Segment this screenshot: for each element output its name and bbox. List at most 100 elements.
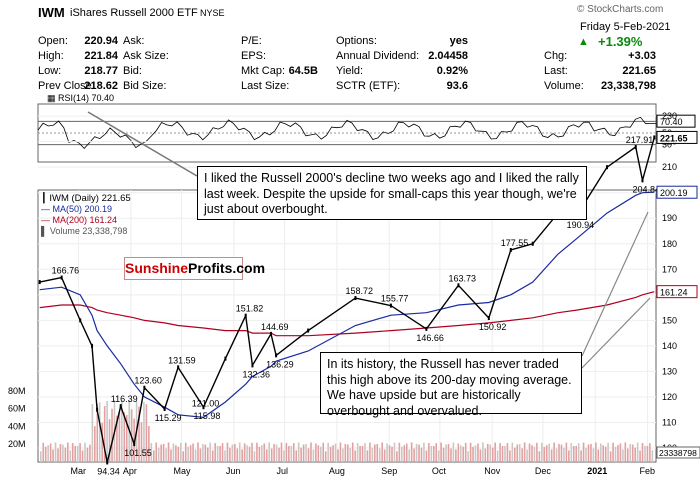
volume-bar [125,415,128,462]
volume-bar [251,442,253,462]
copyright-text: © StockCharts.com [577,4,664,15]
volume-bar [631,444,634,462]
volume-bar [344,443,347,462]
volume-bar [533,446,536,462]
change-percent: +1.39% [598,34,643,49]
volume-bar [432,445,435,462]
volume-bar [351,442,354,462]
volume-bar [469,442,472,462]
volume-bar [646,445,649,462]
volume-badge-box [656,446,700,459]
volume-bar [447,444,450,462]
volume-bar [111,408,113,462]
volume-bar [403,445,406,462]
volume-bar [457,443,460,462]
volume-bar [592,448,595,462]
price-point [307,328,310,333]
volume-bar [455,449,457,462]
stat-label: Bid Size: [123,80,167,92]
volume-bar [179,442,182,462]
logo-part-sunshine: Sunshine [125,260,189,276]
price-point [509,248,512,253]
price-point [425,326,428,331]
stat-value: 93.6 [446,80,468,92]
volume-bar [577,443,580,462]
volume-bar [388,445,391,462]
stat-value: yes [449,35,468,47]
stat-value: 218.62 [84,80,118,92]
volume-bar [472,446,474,462]
volume-bar [477,443,479,462]
volume-bar [435,443,438,462]
callout-top-pointer [87,111,198,177]
price-point [606,165,609,170]
volume-bar [152,450,155,462]
volume-bar [246,445,248,462]
price-point [487,316,490,321]
volume-bar [445,444,447,462]
volume-bar [415,443,418,462]
volume-bar [238,442,241,462]
last-badge-box [656,130,698,144]
volume-bar [74,445,76,462]
volume-bar [361,445,364,462]
ma200-badge-box [656,285,698,299]
price-annotation: 177.55 [501,238,529,248]
volume-bar [558,443,560,462]
volume-bar [148,425,150,462]
volume-bar [563,447,565,462]
volume-bar [369,442,371,462]
volume-bar [86,447,89,462]
volume-bar [511,442,514,462]
x-tick-label: Nov [484,466,501,476]
volume-bar [570,443,573,462]
volume-bar [150,443,153,462]
volume-bar [413,448,415,462]
ticker-symbol: IWM [38,5,65,20]
volume-bar [347,444,349,462]
callout-top: I liked the Russell 2000's decline two w… [197,166,587,220]
price-point [641,178,644,183]
volume-bar [590,444,592,462]
volume-bar [209,442,212,462]
volume-bar [42,442,45,462]
volume-bar [231,444,234,462]
volume-bar [116,415,118,462]
price-point [91,343,94,348]
stat-label: Volume: [544,80,584,92]
volume-bar [538,451,541,462]
volume-bar [474,445,477,462]
price-point [244,313,247,318]
volume-bar [145,404,148,462]
exchange-label: NYSE [200,8,225,18]
volume-bar [312,449,315,462]
volume-bar [270,448,273,462]
price-annotation: 116.39 [111,394,138,404]
price-annotation: 150.92 [479,322,507,332]
price-point [119,404,122,409]
volume-bar [634,447,636,462]
volume-bar [366,450,369,462]
stat-value: 23,338,798 [600,80,656,92]
volume-bar [396,451,398,462]
volume-bar [614,446,617,462]
volume-bar [649,443,651,462]
volume-bar [342,448,344,462]
volume-bar [651,450,654,462]
stat-label: Open: [38,35,68,47]
volume-bar [317,445,320,462]
legend-ma50: — MA(50) 200.19 [41,204,112,214]
volume-bar [261,445,263,462]
volume-bar [521,448,523,462]
volume-bar [541,442,543,462]
volume-bar [241,449,243,462]
volume-bar [496,450,499,462]
volume-bar [229,447,231,462]
volume-bar [71,443,74,462]
volume-bar [121,399,123,462]
price-point [251,363,254,368]
price-annotation: 121.00 [192,398,220,408]
volume-bar [98,402,101,462]
volume-bar [356,443,359,462]
volume-bar [322,442,325,462]
